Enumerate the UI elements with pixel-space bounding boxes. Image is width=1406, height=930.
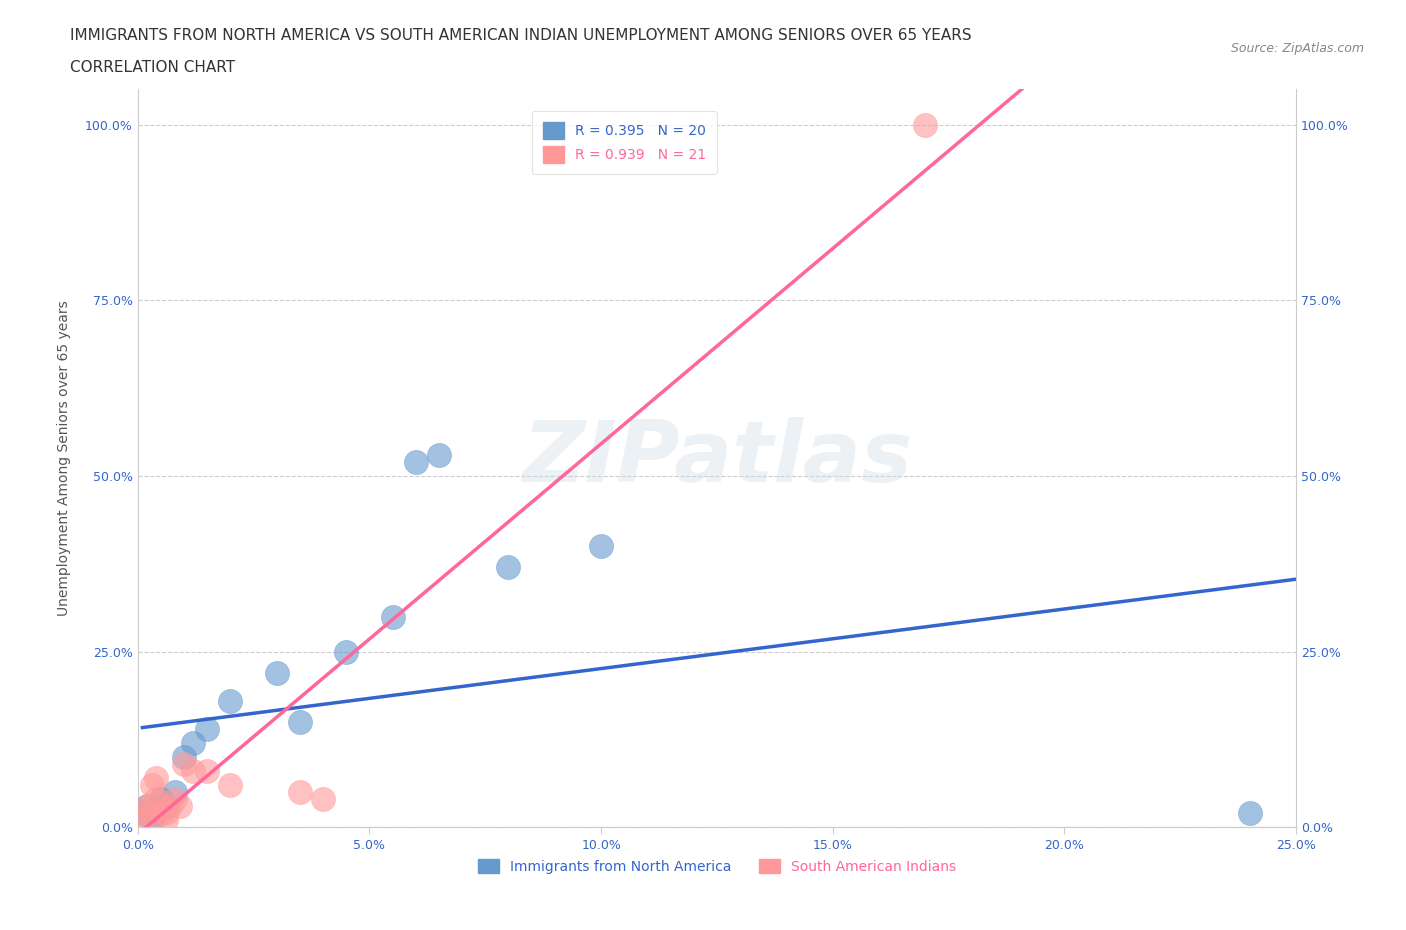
Point [195,722,218,737]
Point [149,799,172,814]
Legend: Immigrants from North America, South American Indians: Immigrants from North America, South Ame… [472,854,962,880]
Point [159,799,181,814]
Point [266,665,288,680]
Text: IMMIGRANTS FROM NORTH AMERICA VS SOUTH AMERICAN INDIAN UNEMPLOYMENT AMONG SENIOR: IMMIGRANTS FROM NORTH AMERICA VS SOUTH A… [70,28,972,43]
Point [141,806,163,821]
Text: Source: ZipAtlas.com: Source: ZipAtlas.com [1230,42,1364,55]
Point [312,792,335,807]
Point [145,806,167,821]
Point [155,799,177,814]
Point [136,799,159,814]
Y-axis label: Unemployment Among Seniors over 65 years: Unemployment Among Seniors over 65 years [58,300,72,617]
Point [145,771,167,786]
Point [173,750,195,764]
Text: CORRELATION CHART: CORRELATION CHART [70,60,235,75]
Point [335,644,357,659]
Point [183,736,205,751]
Point [155,806,177,821]
Point [914,117,936,132]
Point [163,792,186,807]
Point [183,764,205,778]
Point [1239,806,1261,821]
Point [149,806,172,821]
Point [288,785,311,800]
Point [288,714,311,729]
Point [155,813,177,828]
Point [131,806,153,821]
Text: ZIPatlas: ZIPatlas [522,417,912,500]
Point [591,538,613,553]
Point [405,455,427,470]
Point [141,777,163,792]
Point [145,792,167,807]
Point [498,560,520,575]
Point [195,764,218,778]
Point [141,813,163,828]
Point [149,792,172,807]
Point [219,777,242,792]
Point [131,806,153,821]
Point [381,609,404,624]
Point [173,757,195,772]
Point [427,447,450,462]
Point [131,813,153,828]
Point [163,785,186,800]
Point [169,799,191,814]
Point [136,799,159,814]
Point [219,694,242,709]
